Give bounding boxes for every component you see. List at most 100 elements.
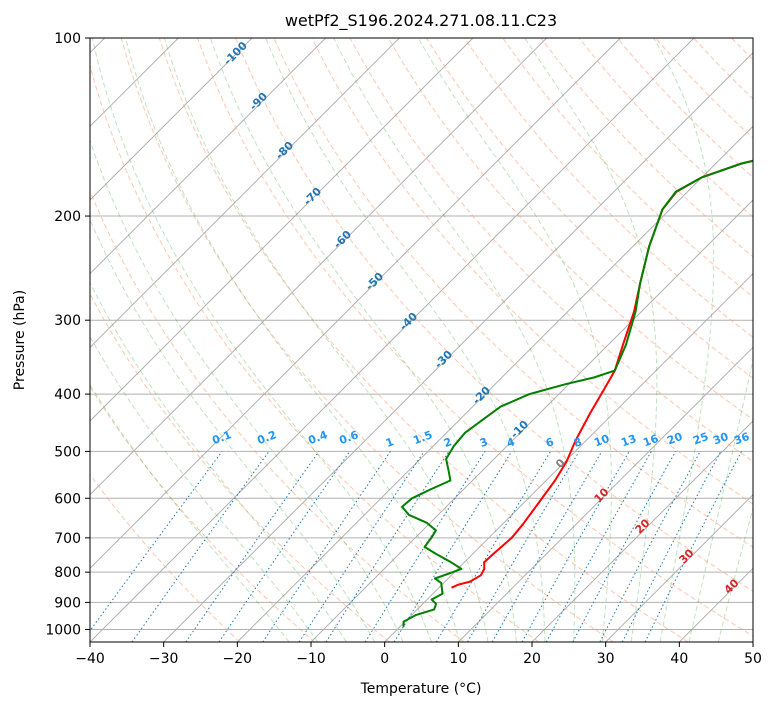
isotherm-line: [163, 51, 753, 642]
moist-adiabat-line: [90, 218, 376, 642]
isobar-gridlines: [90, 38, 753, 630]
mixing-ratio-line: [325, 451, 450, 642]
mixing-ratio-line: [131, 451, 270, 642]
x-tick-label: 30: [597, 651, 615, 667]
mixing-ratio-line: [298, 451, 425, 642]
isotherm-line: [457, 346, 753, 642]
dewpoint-profile-line: [401, 159, 753, 627]
isotherm-line: [310, 199, 753, 642]
mixing-ratio-label: 30: [711, 430, 730, 448]
mixing-ratio-lines: [90, 451, 742, 642]
isotherm-line: [384, 272, 753, 642]
moist-adiabat-line: [209, 38, 517, 642]
x-axis: −40 −30 −20 −10 0 10 20 30 40 50: [75, 642, 762, 667]
moist-adiabat-line: [333, 38, 576, 642]
moist-adiabat-line: [688, 356, 753, 642]
y-tick-label: 900: [54, 595, 81, 611]
dry-adiabat-line: [90, 292, 390, 642]
mixing-ratio-line: [545, 451, 652, 642]
mixing-ratio-line: [262, 451, 391, 642]
y-tick-label: 800: [54, 565, 81, 581]
mixing-ratio-line: [521, 451, 630, 642]
mixing-ratio-label: 8: [572, 435, 584, 450]
x-tick-label: −30: [149, 651, 179, 667]
y-tick-label: 700: [54, 531, 81, 547]
isotherm-line: [90, 38, 621, 570]
dry-adiabat-line: [90, 385, 316, 642]
moist-adiabat-line: [653, 38, 715, 642]
mixing-ratio-label: 25: [691, 430, 710, 447]
mixing-ratio-line: [393, 451, 513, 642]
y-tick-label: 100: [54, 31, 81, 47]
y-tick-label: 600: [54, 491, 81, 507]
dry-adiabat-line: [349, 38, 753, 463]
y-axis: 1000 900 800 700 600 500 400 300 200 100: [45, 31, 90, 638]
moist-adiabat-line: [524, 38, 658, 642]
dry-adiabat-line: [502, 38, 753, 298]
mixing-ratio-label: 13: [619, 432, 638, 449]
mixing-ratio-label: 16: [641, 432, 660, 450]
dry-adiabat-line: [158, 38, 689, 642]
isotherm-line: [90, 38, 548, 496]
moist-adiabat-line: [265, 38, 546, 642]
moist-adiabat-line: [91, 38, 432, 642]
mixing-ratio-label: 6: [544, 435, 556, 450]
isotherm-line: [90, 38, 253, 201]
x-axis-label: Temperature (°C): [360, 681, 482, 697]
moist-adiabat-line: [717, 506, 753, 642]
dry-adiabat-line: [90, 189, 465, 642]
plot-area: [90, 38, 753, 642]
dry-adiabat-line: [120, 38, 614, 642]
mixing-ratio-line: [218, 451, 351, 642]
dry-adiabat-line: [90, 63, 540, 642]
isotherm-line: [236, 125, 753, 642]
x-tick-label: 20: [523, 651, 541, 667]
mixing-ratio-label: 0.1: [210, 428, 233, 447]
mixing-ratio-label: 20: [665, 430, 684, 448]
moist-adiabat-line: [125, 38, 461, 642]
dry-adiabat-line: [235, 38, 753, 592]
mixing-ratio-line: [644, 451, 742, 642]
mixing-ratio-label: 4: [505, 435, 517, 450]
isotherm-line: [90, 38, 400, 349]
y-axis-label: Pressure (hPa): [12, 290, 28, 390]
x-tick-label: 40: [670, 651, 688, 667]
temperature-profile-line: [451, 159, 753, 589]
mixing-ratio-line: [90, 451, 223, 632]
mixing-ratio-line: [572, 451, 676, 642]
moist-adiabat-lines: [90, 38, 753, 642]
y-tick-label: 500: [54, 444, 81, 460]
mixing-ratio-label: 2: [442, 435, 454, 450]
moist-adiabat-line: [417, 38, 612, 642]
plot-frame: [89, 37, 754, 643]
isotherm-line: [90, 38, 695, 642]
mixing-ratio-line: [621, 451, 722, 642]
moist-adiabat-line: [90, 383, 290, 642]
dry-adiabat-line: [197, 38, 753, 637]
mixing-ratio-label: 1.5: [411, 428, 434, 447]
y-tick-label: 200: [54, 209, 81, 225]
dry-adiabat-line: [90, 473, 241, 642]
x-tick-label: −40: [75, 651, 105, 667]
dry-adiabat-line: [273, 38, 753, 548]
mixing-ratio-label: 1: [384, 435, 396, 450]
moist-adiabat-line: [90, 139, 404, 642]
isotherm-line: [605, 493, 753, 642]
y-tick-label: 400: [54, 387, 81, 403]
x-tick-label: −10: [296, 651, 326, 667]
mixing-ratio-label: 0.6: [337, 428, 360, 447]
mixing-ratio-label: 0.2: [255, 428, 278, 447]
moist-adiabat-line: [90, 335, 319, 642]
moist-adiabat-line: [90, 281, 347, 642]
x-tick-label: −20: [223, 651, 253, 667]
x-tick-label: 50: [744, 651, 762, 667]
profile-series: [401, 159, 753, 627]
dry-adiabat-line: [425, 38, 753, 379]
x-tick-label: 0: [380, 651, 389, 667]
mixing-ratio-line: [185, 451, 320, 642]
isotherm-line: [90, 38, 474, 422]
dry-adiabat-lines: [90, 38, 753, 642]
y-tick-label: 1000: [45, 622, 81, 638]
